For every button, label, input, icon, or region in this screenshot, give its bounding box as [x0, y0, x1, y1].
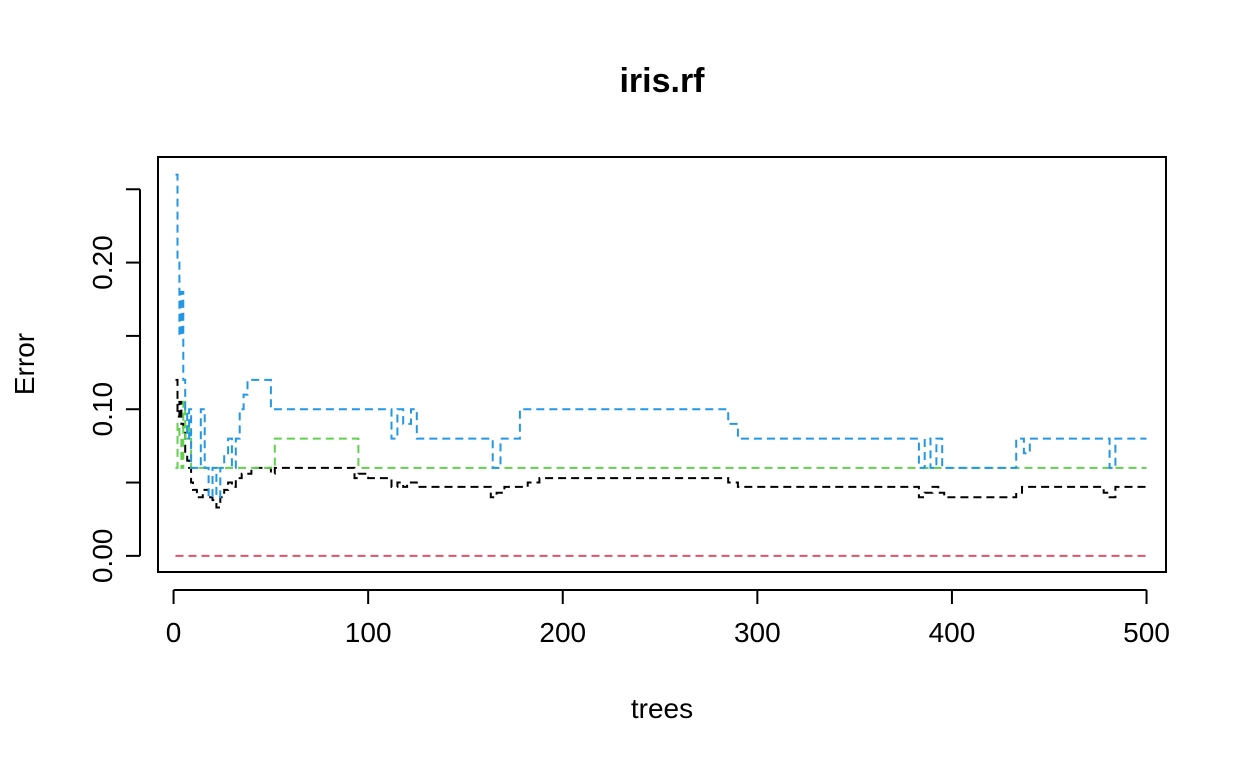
- y-tick-label: 0.00: [87, 529, 118, 584]
- x-tick-label: 200: [539, 617, 586, 648]
- x-axis-label: trees: [631, 693, 693, 724]
- y-axis-label: Error: [9, 333, 40, 395]
- x-tick-label: 300: [734, 617, 781, 648]
- series-layer: [175, 173, 1147, 557]
- x-tick-label: 100: [345, 617, 392, 648]
- y-axis: 0.00 0.10 0.20: [87, 188, 141, 584]
- chart-title: iris.rf: [619, 62, 705, 100]
- y-tick-label: 0.10: [87, 382, 118, 437]
- series-line-1: [175, 378, 1147, 509]
- plot-frame: [157, 156, 1167, 573]
- x-axis: 0 100 200 300 400 500: [166, 589, 1170, 648]
- x-tick-label: 500: [1123, 617, 1170, 648]
- series-line-4: [175, 173, 1147, 499]
- x-tick-label: 400: [929, 617, 976, 648]
- series-line-3: [175, 400, 1147, 469]
- x-tick-label: 0: [166, 617, 182, 648]
- y-tick-label: 0.20: [87, 235, 118, 290]
